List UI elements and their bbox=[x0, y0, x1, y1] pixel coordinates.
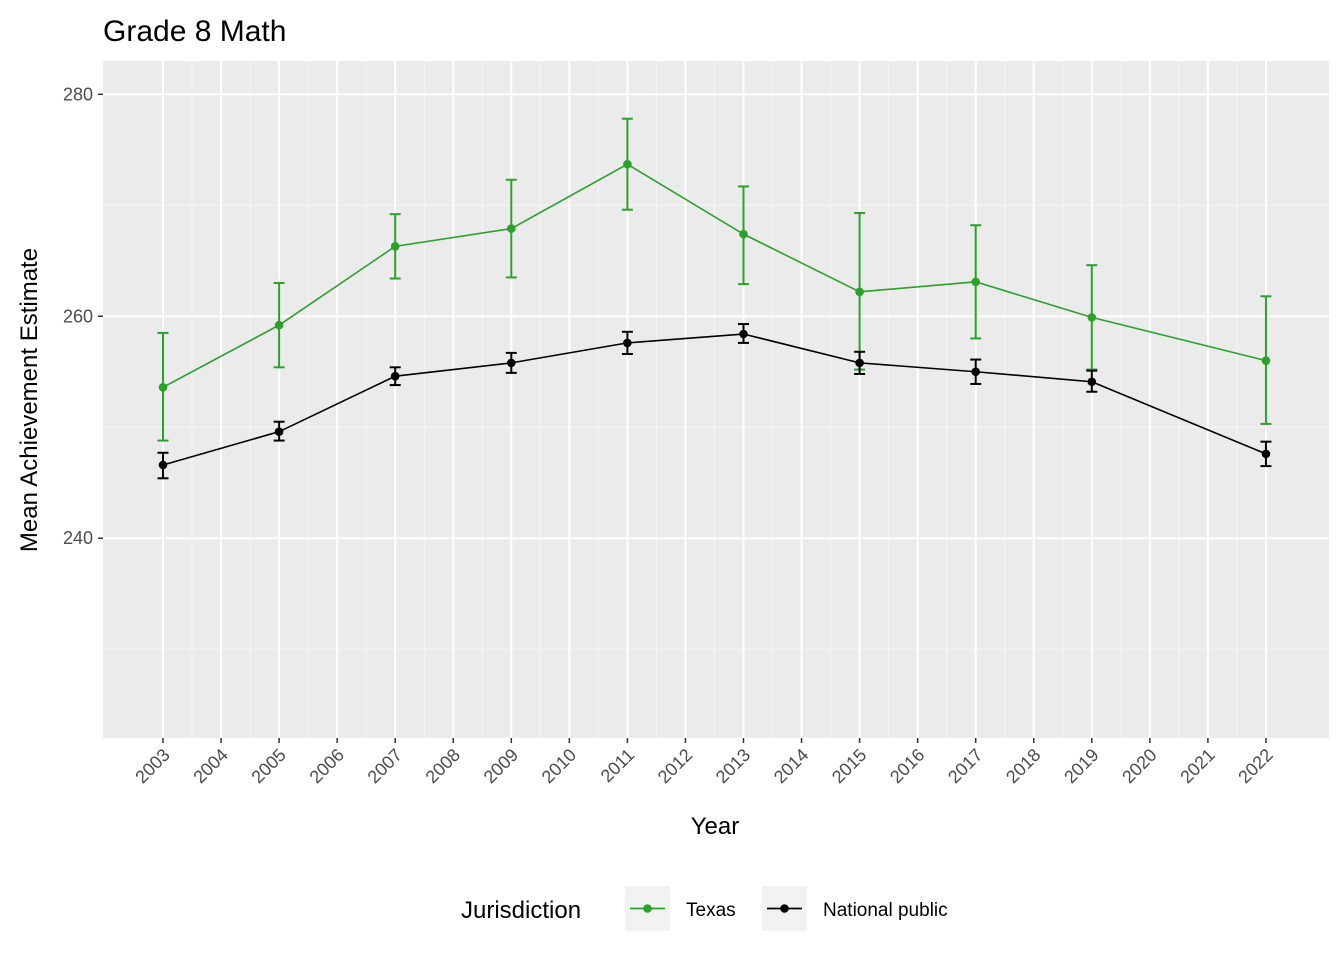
legend-label: National public bbox=[823, 900, 948, 921]
y-axis-title: Mean Achievement Estimate bbox=[16, 248, 43, 552]
data-point bbox=[855, 287, 864, 297]
data-point bbox=[739, 229, 748, 239]
data-point bbox=[1087, 313, 1097, 322]
data-point bbox=[971, 367, 980, 377]
x-tick-label: 2010 bbox=[538, 745, 580, 787]
y-tick-label: 240 bbox=[63, 528, 93, 548]
data-point bbox=[158, 382, 168, 392]
x-tick-label: 2003 bbox=[131, 745, 173, 787]
x-tick-label: 2021 bbox=[1176, 745, 1218, 787]
x-tick-label: 2022 bbox=[1234, 745, 1276, 787]
x-axis-title: Year bbox=[691, 813, 740, 840]
data-point bbox=[739, 329, 748, 339]
x-axis: 2003 2004 2005 2006 2007 2008 2009 2010 2011 2012… bbox=[131, 738, 1277, 787]
data-point bbox=[623, 159, 632, 169]
x-tick-label: 2006 bbox=[306, 745, 348, 787]
legend-title: Jurisdiction bbox=[461, 897, 581, 924]
legend: Jurisdiction Texas National public bbox=[461, 886, 948, 931]
legend-key-point bbox=[643, 904, 652, 913]
x-tick-label: 2014 bbox=[770, 745, 812, 787]
x-tick-label: 2008 bbox=[422, 745, 464, 787]
y-tick-label: 280 bbox=[63, 84, 93, 104]
data-point bbox=[390, 371, 400, 381]
series-layer bbox=[157, 117, 1272, 480]
x-tick-label: 2015 bbox=[828, 745, 870, 787]
legend-key-national-public: National public bbox=[762, 886, 948, 931]
data-point bbox=[623, 338, 632, 348]
data-point bbox=[507, 224, 516, 233]
plot-panel bbox=[103, 61, 1329, 738]
x-tick-label: 2009 bbox=[480, 745, 522, 787]
legend-key-texas: Texas bbox=[625, 886, 736, 931]
chart-title: Grade 8 Math bbox=[103, 15, 286, 48]
x-tick-label: 2016 bbox=[886, 745, 928, 787]
data-point bbox=[274, 320, 284, 330]
data-point bbox=[158, 460, 168, 470]
y-tick-label: 260 bbox=[63, 306, 93, 326]
x-tick-label: 2013 bbox=[712, 745, 754, 787]
legend-key-point bbox=[780, 904, 789, 913]
x-tick-label: 2011 bbox=[597, 745, 639, 787]
x-tick-label: 2007 bbox=[364, 745, 406, 787]
data-point bbox=[1261, 356, 1271, 365]
x-tick-label: 2012 bbox=[654, 745, 696, 787]
x-tick-label: 2017 bbox=[944, 745, 986, 787]
x-tick-label: 2020 bbox=[1118, 745, 1160, 787]
data-point bbox=[390, 242, 400, 251]
data-point bbox=[1087, 377, 1097, 387]
data-point bbox=[507, 358, 516, 368]
x-tick-label: 2018 bbox=[1002, 745, 1044, 787]
data-point bbox=[855, 358, 864, 368]
gridlines bbox=[103, 61, 1329, 738]
legend-label: Texas bbox=[686, 900, 736, 921]
x-tick-label: 2005 bbox=[247, 745, 289, 787]
data-point bbox=[1261, 449, 1271, 459]
series-line bbox=[162, 163, 1267, 388]
x-tick-label: 2004 bbox=[189, 745, 231, 787]
x-tick-label: 2019 bbox=[1060, 745, 1102, 787]
series-texas bbox=[157, 117, 1272, 442]
series-national-public bbox=[157, 323, 1272, 480]
data-point bbox=[274, 427, 284, 436]
series-line bbox=[162, 333, 1267, 466]
data-point bbox=[971, 277, 980, 287]
y-axis: 240 260 280 bbox=[63, 84, 103, 548]
